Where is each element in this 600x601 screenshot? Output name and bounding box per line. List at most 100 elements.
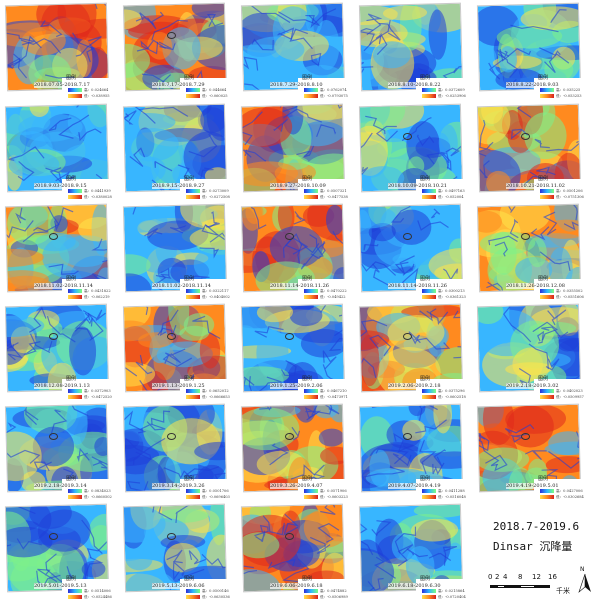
- legend-high-value: 高：0.0474882: [320, 589, 347, 593]
- deformation-map: [122, 103, 228, 193]
- deformation-map: [122, 303, 228, 393]
- legend-high-value: 高：0.0431822: [84, 289, 111, 293]
- legend-low-swatch: [540, 195, 554, 199]
- panel-date: 2018.11.26-2018.12.08: [506, 283, 565, 289]
- deformation-map: [358, 103, 464, 193]
- panel-date: 2019.5.01-2019.5.13: [34, 583, 87, 589]
- legend-high-swatch: [540, 88, 554, 92]
- panel-date: 2018.9.03-2018.9.15: [34, 183, 87, 189]
- panel-date: 2018.12.08-2019.1.13: [34, 383, 90, 389]
- panel-date: 2018.10.09-2018.10.21: [388, 183, 447, 189]
- legend-low-value: 低：-0.0720404: [438, 595, 466, 599]
- figure-title: 2018.7-2019.6 Dinsar 沉降量: [493, 520, 593, 554]
- panel-legend: 图例 2018.07.05-2018.7.17 高：0.024664 低：-0.038…: [34, 75, 114, 99]
- legend-high-swatch: [304, 489, 318, 493]
- panel-date: 2019.5.13-2019.6.06: [152, 583, 205, 589]
- panel-legend: 图例 2019.2.18-2019.3.02 高：0.0402023 低：-0.050…: [506, 376, 586, 400]
- north-label: N: [580, 566, 585, 573]
- legend-high-value: 高：0.0372609: [438, 88, 465, 92]
- legend-title: 图例: [184, 576, 195, 582]
- legend-low-swatch: [540, 94, 554, 98]
- legend-low-value: 低：-0.0551606: [556, 295, 584, 299]
- legend-low-swatch: [186, 495, 200, 499]
- legend-title: 图例: [538, 376, 549, 382]
- legend-low-value: 低：-0.0666653: [202, 395, 230, 399]
- study-area-marker: [403, 233, 412, 240]
- legend-high-swatch: [540, 289, 554, 293]
- legend-low-swatch: [422, 94, 436, 98]
- study-area-marker: [49, 433, 58, 440]
- map-panel: 图例 2018.9.15-2018.9.27 高：0.0273009 低：-0.027…: [120, 103, 236, 200]
- legend-title: 图例: [302, 576, 313, 582]
- legend-low-value: 低：-0.062219: [84, 295, 110, 299]
- deformation-map: [4, 103, 110, 193]
- legend-high-value: 高：0.0507321: [320, 189, 347, 193]
- legend-title: 图例: [66, 476, 77, 482]
- map-panel: 图例 2019.3.26-2019.4.07 高：0.0571906 低：-0.060…: [238, 403, 354, 500]
- panel-legend: 图例 2018.7.17-2018.7.29 高：0.044664 低：-0.0600…: [152, 75, 232, 99]
- legend-low-swatch: [304, 495, 318, 499]
- legend-title: 图例: [66, 576, 77, 582]
- legend-high-value: 高：0.0470222: [320, 289, 347, 293]
- legend-low-value: 低：-0.060025: [202, 94, 228, 98]
- legend-low-value: 低：-0.0660502: [84, 495, 112, 499]
- study-area-marker: [49, 533, 58, 540]
- study-area-marker: [403, 433, 412, 440]
- panel-legend: 图例 2018.7.29-2018.8.10 高：0.0762074 低：-0.079…: [270, 75, 350, 99]
- scale-tick-label: 4: [503, 573, 508, 581]
- study-area-marker: [521, 133, 530, 140]
- panel-legend: 图例 2019.6.18-2019.6.30 高：0.0215864 低：-0.072…: [388, 576, 468, 600]
- legend-title: 图例: [538, 75, 549, 81]
- panel-legend: 图例 2019.5.01-2019.5.13 高：0.0514006 低：-0.052…: [34, 576, 114, 600]
- legend-title: 图例: [420, 276, 431, 282]
- legend-low-value: 低：-0.0380028: [84, 195, 112, 199]
- legend-low-value: 低：-0.0506989: [320, 595, 348, 599]
- deformation-map: [240, 103, 346, 193]
- legend-title: 图例: [66, 376, 77, 382]
- legend-low-swatch: [304, 595, 318, 599]
- study-area-marker: [403, 333, 412, 340]
- legend-title: 图例: [184, 176, 195, 182]
- panel-date: 2018.11.14-2018.11.26: [270, 283, 329, 289]
- map-panel: 图例 2019.5.01-2019.5.13 高：0.0514006 低：-0.052…: [2, 503, 118, 600]
- legend-high-value: 高：0.0500146: [202, 589, 229, 593]
- map-panel: 图例 2018.9.27-2018.10.09 高：0.0507321 低：-0.04…: [238, 103, 354, 200]
- panel-legend: 图例 2018.9.15-2018.9.27 高：0.0273009 低：-0.027…: [152, 176, 232, 200]
- legend-high-value: 高：0.0322117: [202, 289, 229, 293]
- legend-low-value: 低：-0.0361323: [438, 295, 466, 299]
- panel-date: 2019.1.25-2019.2.06: [270, 383, 323, 389]
- legend-low-swatch: [422, 395, 436, 399]
- scale-tick-label: 16: [548, 573, 557, 581]
- legend-low-swatch: [304, 195, 318, 199]
- legend-low-swatch: [540, 495, 554, 499]
- panel-legend: 图例 2018.11.14-2018.11.26 高：0.0470222 低：-0.0…: [270, 276, 350, 300]
- legend-low-value: 低：-0.0477538: [320, 195, 348, 199]
- map-panel: 图例 2019.2.06-2019.2.18 高：0.0375296 低：-0.060…: [356, 303, 472, 400]
- legend-high-swatch: [186, 289, 200, 293]
- panel-legend: 图例 2018.10.21-2018.11.02 高：0.0501206 低：-0.0…: [506, 176, 586, 200]
- map-panel: 图例 2018.10.21-2018.11.02 高：0.0501206 低：-0.0…: [474, 103, 590, 200]
- deformation-map: [122, 203, 228, 293]
- scale-tick-label: 8: [518, 573, 523, 581]
- legend-high-swatch: [540, 189, 554, 193]
- legend-high-value: 高：0.0497163: [438, 189, 465, 193]
- map-panel: 图例 2019.4.19-2019.5.01 高：0.0427006 低：-0.030…: [474, 403, 590, 500]
- legend-low-swatch: [186, 395, 200, 399]
- panel-legend: 图例 2019.3.26-2019.4.07 高：0.0571906 低：-0.060…: [270, 476, 350, 500]
- study-area-marker: [167, 533, 176, 540]
- legend-low-value: 低：-0.0509957: [556, 395, 584, 399]
- legend-low-swatch: [68, 94, 82, 98]
- study-area-marker: [521, 433, 530, 440]
- legend-high-swatch: [422, 289, 436, 293]
- legend-title: 图例: [184, 376, 195, 382]
- legend-high-value: 高：0.0375296: [438, 389, 465, 393]
- map-panel: 图例 2019.2.18-2019.3.02 高：0.0402023 低：-0.050…: [474, 303, 590, 400]
- panel-date: 2018.10.21-2018.11.02: [506, 183, 565, 189]
- legend-high-swatch: [68, 489, 82, 493]
- map-panel: 图例 2018.11.14-2018.11.26 高：0.0470222 低：-0.0…: [238, 203, 354, 300]
- panel-date: 2019.3.14-2019.3.26: [152, 483, 205, 489]
- legend-high-swatch: [304, 389, 318, 393]
- map-panel: 图例 2018.9.03-2018.9.15 高：0.0441939 低：-0.038…: [2, 103, 118, 200]
- deformation-map: [122, 2, 228, 92]
- legend-low-swatch: [304, 395, 318, 399]
